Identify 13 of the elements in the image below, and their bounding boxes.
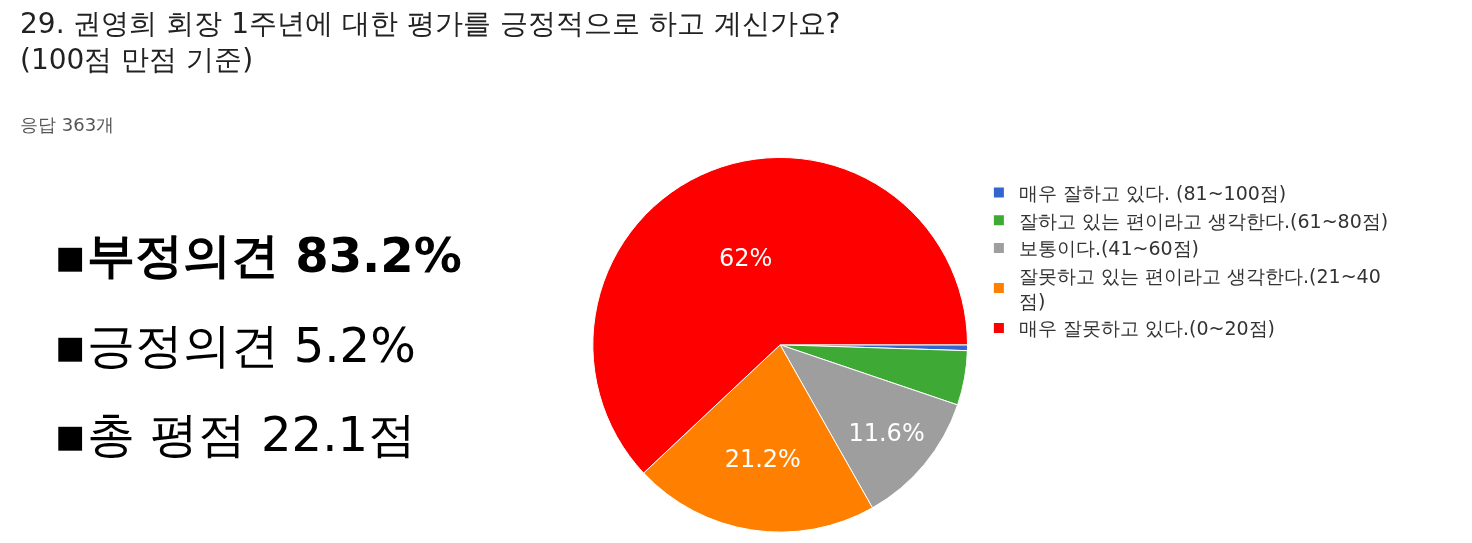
legend-label: 보통이다.(41~60점) <box>1018 237 1200 260</box>
legend-label: 매우 잘하고 있다. (81~100점) <box>1018 181 1287 204</box>
text: ▪긍정의견 5.2% <box>54 317 416 373</box>
legend-label: 잘하고 있는 편이라고 생각한다.(61~80점) <box>1018 209 1389 232</box>
data-label: 62% <box>719 243 773 272</box>
text: 응답 363개 <box>20 114 115 135</box>
data-label: 11.6% <box>848 418 925 447</box>
text: ▪부정의견 83.2% <box>54 227 462 283</box>
data-label: 21.2% <box>724 445 801 474</box>
legend-label: 매우 잘못하고 있다.(0~20점) <box>1018 317 1276 340</box>
text: ▪총 평점 22.1점 <box>54 406 416 462</box>
legend-label: 잘못하고 있는 편이라고 생각한다.(21~40 점) <box>1018 265 1381 312</box>
chart-title: 29. 권영희 회장 1주년에 대한 평가를 긍정적으로 하고 계신가요? (100점 만점 기준) <box>20 7 841 77</box>
